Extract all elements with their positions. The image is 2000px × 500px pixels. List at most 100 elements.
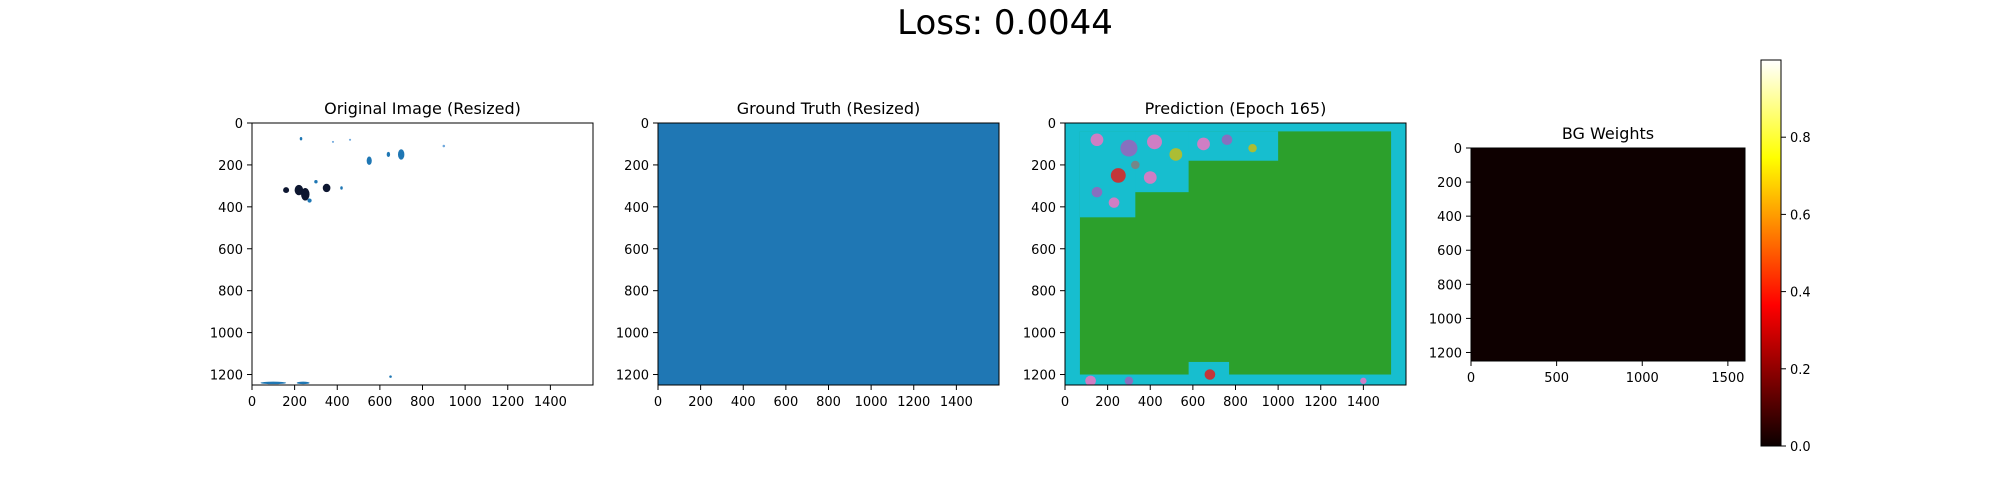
y-tick-label: 200 <box>624 159 649 174</box>
y-tick-label: 1200 <box>616 369 649 384</box>
colorbar-tick-label: 0.0 <box>1790 440 1811 455</box>
colorbar-gradient <box>1760 59 1782 447</box>
colorbar-tick-label: 0.2 <box>1790 363 1811 378</box>
y-tick-label: 800 <box>1437 278 1462 293</box>
y-tick-label: 600 <box>1437 244 1462 259</box>
axes-frame <box>1470 147 1746 362</box>
y-tick-label: 800 <box>624 285 649 300</box>
colorbar-tick-label: 0.8 <box>1790 131 1811 146</box>
blob-4 <box>307 198 312 203</box>
spot-11 <box>1131 160 1140 170</box>
blob-9 <box>386 151 391 157</box>
image-area <box>658 123 999 385</box>
x-tick-label: 800 <box>410 395 435 410</box>
y-tick-label: 1000 <box>210 327 243 342</box>
spot-1 <box>1120 139 1138 157</box>
x-tick-label: 200 <box>282 395 307 410</box>
x-tick-label: 800 <box>1223 395 1248 410</box>
blob-12 <box>331 140 335 143</box>
y-tick-label: 800 <box>218 285 243 300</box>
subplot-1: Original Image (Resized) 0 200 400 600 800 100… <box>210 99 594 410</box>
colorbar: 0.0 0.2 0.4 0.6 0.8 <box>1760 59 1811 455</box>
y-tick-label: 200 <box>1031 159 1056 174</box>
y-tick-label: 1200 <box>1023 369 1056 384</box>
spot-4 <box>1197 137 1210 151</box>
x-tick-label: 0 <box>1061 395 1069 410</box>
y-tick-label: 1000 <box>616 327 649 342</box>
blob-1 <box>294 184 304 196</box>
spot-15 <box>1360 377 1367 384</box>
subplot-title: Ground Truth (Resized) <box>737 99 920 118</box>
spot-9 <box>1108 197 1120 208</box>
y-tick-label: 400 <box>218 201 243 216</box>
x-tick-label: 1400 <box>940 395 973 410</box>
x-tick-label: 1000 <box>449 395 482 410</box>
x-tick-label: 400 <box>1138 395 1163 410</box>
y-tick-label: 0 <box>1048 117 1056 132</box>
spot-6 <box>1110 168 1126 183</box>
y-tick-label: 600 <box>1031 243 1056 258</box>
blob-13 <box>348 138 352 141</box>
y-tick-label: 600 <box>624 243 649 258</box>
y-tick-label: 1200 <box>210 369 243 384</box>
spot-8 <box>1091 186 1103 198</box>
subplot-2: Ground Truth (Resized) 0 200 400 600 800 1000 1… <box>616 99 1000 410</box>
spot-12 <box>1085 375 1096 385</box>
y-tick-label: 0 <box>641 117 649 132</box>
y-tick-label: 0 <box>1454 142 1462 157</box>
y-tick-label: 600 <box>218 243 243 258</box>
blob-7 <box>340 186 343 190</box>
subplots: Original Image (Resized) 0 200 400 600 800 100… <box>210 59 1811 455</box>
blob-0 <box>283 187 290 194</box>
x-tick-label: 400 <box>325 395 350 410</box>
x-tick-label: 600 <box>1180 395 1205 410</box>
x-tick-label: 800 <box>816 395 841 410</box>
blob-15 <box>260 381 287 385</box>
x-tick-label: 0 <box>1467 371 1475 386</box>
x-tick-label: 1500 <box>1711 371 1744 386</box>
blob-14 <box>389 375 392 378</box>
x-tick-label: 1200 <box>897 395 930 410</box>
y-tick-label: 200 <box>218 159 243 174</box>
x-tick-label: 600 <box>773 395 798 410</box>
subplot-title: Original Image (Resized) <box>324 99 521 118</box>
x-tick-label: 1000 <box>1262 395 1295 410</box>
image-area <box>1471 148 1745 361</box>
blob-8 <box>366 156 372 165</box>
blob-6 <box>299 137 303 141</box>
y-tick-label: 1000 <box>1429 312 1462 327</box>
subplot-3: Prediction (Epoch 165) 0 200 400 600 800 1000 1… <box>1023 99 1407 410</box>
subplot-title: Prediction (Epoch 165) <box>1145 99 1327 118</box>
x-tick-label: 200 <box>1095 395 1120 410</box>
subplot-title: BG Weights <box>1562 124 1654 143</box>
spot-3 <box>1169 148 1183 161</box>
spot-7 <box>1143 171 1157 184</box>
figure-suptitle: Loss: 0.0044 <box>897 3 1113 43</box>
x-tick-label: 0 <box>248 395 256 410</box>
colorbar-tick-label: 0.4 <box>1790 286 1811 301</box>
x-tick-label: 1200 <box>1304 395 1337 410</box>
blob-5 <box>314 180 318 184</box>
x-tick-label: 1000 <box>1626 371 1659 386</box>
y-tick-label: 400 <box>624 201 649 216</box>
spot-0 <box>1090 133 1104 147</box>
image-background <box>252 123 593 385</box>
spot-14 <box>1204 369 1216 380</box>
y-tick-label: 400 <box>1031 201 1056 216</box>
image-area <box>252 123 593 385</box>
x-tick-label: 200 <box>688 395 713 410</box>
blob-11 <box>442 144 446 148</box>
blob-16 <box>296 381 310 385</box>
y-tick-label: 1000 <box>1023 327 1056 342</box>
y-tick-label: 200 <box>1437 176 1462 191</box>
blob-3 <box>322 183 331 193</box>
y-tick-label: 1200 <box>1429 346 1462 361</box>
subplot-4: BG Weights 0 500 1000 1500 0 200 400 600 800 1000 1… <box>1429 59 1811 455</box>
colorbar-tick-label: 0.6 <box>1790 208 1811 223</box>
image-background <box>658 123 999 385</box>
spot-10 <box>1248 143 1257 153</box>
spot-2 <box>1147 134 1162 150</box>
image-background <box>1471 148 1745 361</box>
y-tick-label: 800 <box>1031 285 1056 300</box>
